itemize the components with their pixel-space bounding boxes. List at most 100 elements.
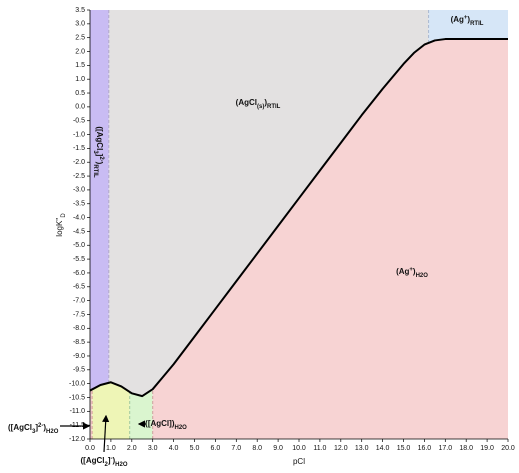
y-tick-label: 2.0	[75, 48, 85, 55]
x-tick-label: 13.0	[355, 445, 369, 452]
y-tick-label: -8.5	[73, 339, 85, 346]
y-tick-label: -10.0	[69, 380, 85, 387]
region-label: (Ag+)RTIL	[451, 15, 484, 27]
annotations: ([AgCl3]2-)RTIL(AgCl(s))RTIL(Ag+)RTIL(Ag…	[8, 15, 484, 468]
x-tick-label: 1.0	[106, 445, 116, 452]
label-part: ([AgCl	[95, 126, 104, 150]
x-tick-label: 10.0	[292, 445, 306, 452]
y-tick-label: 0.5	[75, 90, 85, 97]
x-tick-label: 18.0	[459, 445, 473, 452]
y-tick-label: -11.0	[70, 408, 86, 415]
y-tick-label: -3.5	[73, 201, 85, 208]
x-axis-title: pCl	[293, 457, 305, 466]
label-part: RTIL	[267, 104, 281, 110]
y-tick-label: -7.5	[73, 311, 85, 318]
y-tick-label: -9.5	[73, 367, 85, 374]
y-tick-label: -0.5	[73, 118, 85, 125]
region	[152, 39, 508, 440]
y-tick-label: 2.5	[75, 35, 85, 42]
label-part: H2O	[416, 273, 429, 279]
region	[108, 10, 429, 397]
x-tick-label: 2.0	[127, 445, 137, 452]
x-tick-label: 15.0	[397, 445, 411, 452]
label-part: 2-	[98, 156, 104, 161]
label-part: D	[61, 213, 67, 218]
y-tick-label: -7.0	[73, 297, 85, 304]
label-part: )	[43, 423, 46, 432]
label-part: H2O	[46, 429, 59, 435]
x-tick-label: 20.0	[501, 445, 515, 452]
y-tick-label: -2.5	[73, 173, 85, 180]
label-part: ]	[108, 456, 111, 465]
region-label: (Ag+)H2O	[396, 267, 428, 279]
label-part: )	[413, 267, 416, 276]
label-part: H2O	[174, 425, 187, 431]
region	[92, 382, 130, 439]
label-part: 3	[92, 150, 98, 154]
y-tick-label: -12.0	[69, 436, 85, 443]
regions	[89, 10, 508, 440]
y-tick-label: -5.5	[73, 256, 85, 263]
y-tick-label: -4.5	[73, 228, 85, 235]
region	[129, 389, 153, 439]
region	[428, 10, 508, 43]
axes: 3.53.02.52.01.51.00.50.0-0.5-1.0-1.5-2.0…	[55, 7, 515, 466]
y-tick-label: -1.5	[73, 145, 85, 152]
y-tick-label: -8.0	[73, 325, 85, 332]
x-tick-label: 7.0	[231, 445, 241, 452]
label-part: ([AgCl])	[145, 419, 175, 428]
arrow	[102, 414, 110, 453]
region-label: ([AgCl2]-)H2O	[80, 456, 127, 468]
region	[90, 10, 109, 391]
label-part: -	[111, 456, 113, 462]
y-tick-label: 3.0	[75, 21, 85, 28]
y-axis-title: logK''D	[55, 213, 66, 237]
label-part: 2	[104, 462, 108, 468]
y-tick-label: -6.0	[73, 270, 85, 277]
label-part: RTIL	[470, 21, 484, 27]
y-tick-label: -5.0	[73, 242, 85, 249]
label-part: (AgCl	[236, 98, 257, 107]
label-part: ([AgCl	[8, 423, 32, 432]
region-label: ([AgCl3]2-)RTIL	[92, 126, 104, 178]
label-part: ]	[95, 154, 104, 157]
y-tick-label: -10.5	[69, 394, 85, 401]
x-tick-label: 17.0	[438, 445, 452, 452]
y-tick-label: -9.0	[73, 353, 85, 360]
x-tick-label: 3.0	[148, 445, 158, 452]
y-tick-label: -6.5	[73, 284, 85, 291]
y-tick-label: -4.0	[73, 214, 85, 221]
label-part: (Ag	[396, 267, 409, 276]
x-tick-label: 12.0	[334, 445, 348, 452]
y-tick-label: 3.5	[75, 7, 85, 14]
label-part: )	[467, 15, 470, 24]
label-part: (s)	[257, 104, 264, 110]
label-part: 3	[32, 429, 36, 435]
y-tick-label: -2.0	[73, 159, 85, 166]
label-part: +	[464, 15, 468, 21]
x-tick-label: 19.0	[480, 445, 494, 452]
label-part: ]	[35, 423, 38, 432]
label-part: )	[95, 162, 104, 165]
x-tick-label: 14.0	[376, 445, 390, 452]
label-part: )	[264, 98, 267, 107]
y-tick-label: -1.0	[73, 131, 85, 138]
y-tick-label: -3.0	[73, 187, 85, 194]
label-part: RTIL	[92, 164, 98, 178]
x-tick-label: 11.0	[313, 445, 326, 452]
region-label: (AgCl(s))RTIL	[236, 98, 281, 109]
label-part: ([AgCl	[80, 456, 104, 465]
x-tick-label: 0.0	[85, 445, 95, 452]
label-part: )	[113, 456, 116, 465]
curve	[89, 38, 508, 398]
x-tick-label: 8.0	[252, 445, 262, 452]
x-tick-label: 5.0	[190, 445, 200, 452]
label-part: (Ag	[451, 15, 464, 24]
x-tick-label: 6.0	[211, 445, 221, 452]
x-tick-label: 16.0	[418, 445, 432, 452]
label-part: 2-	[38, 423, 43, 429]
region-label: ([AgCl3]2-)H2O	[8, 423, 59, 435]
region	[90, 389, 93, 439]
